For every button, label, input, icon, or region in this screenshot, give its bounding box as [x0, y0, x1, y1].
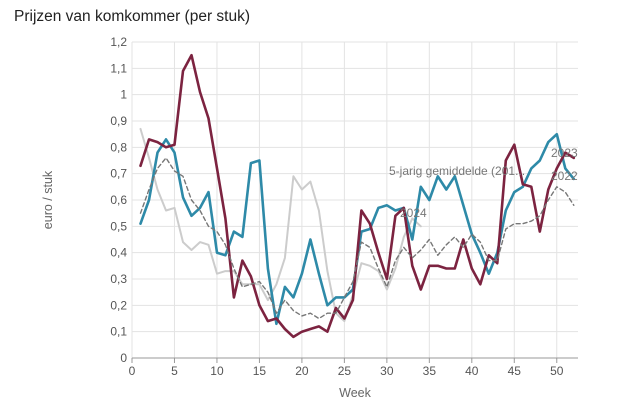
- series-label: 5-jarig gemiddelde (201...: [389, 164, 525, 178]
- axes: [131, 357, 578, 363]
- x-tick-label: 5: [171, 364, 178, 378]
- x-tick-label: 0: [129, 364, 136, 378]
- series-line: [139, 132, 576, 326]
- series-lines: [139, 53, 576, 339]
- y-tick-label: 1: [120, 88, 127, 102]
- y-tick-labels: 0 0,1 0,2 0,3 0,4 0,5 0,6 0,7 0,8 0,9 1 1,1 1,2: [110, 35, 127, 365]
- y-tick-label: 0,6: [110, 193, 127, 207]
- y-tick-label: 0,9: [110, 114, 127, 128]
- y-tick-label: 0,4: [110, 246, 127, 260]
- series-line: [139, 157, 575, 320]
- x-axis-label: Week: [339, 386, 371, 400]
- x-tick-label: 15: [253, 364, 267, 378]
- x-tick-label: 20: [295, 364, 309, 378]
- x-tick-label: 40: [465, 364, 479, 378]
- series-label: 2022: [551, 169, 578, 183]
- chart-title: Prijzen van komkommer (per stuk): [14, 8, 251, 25]
- y-tick-label: 1,2: [110, 35, 127, 49]
- series-label: 2023: [551, 146, 578, 160]
- series-line: [139, 127, 422, 323]
- series-line: [139, 53, 576, 339]
- x-tick-label: 50: [550, 364, 564, 378]
- x-tick-label: 35: [423, 364, 437, 378]
- y-tick-label: 0: [120, 351, 127, 365]
- x-tick-labels: 0 5 10 15 20 25 30 35 40 45 50: [129, 364, 564, 378]
- x-tick-label: 10: [210, 364, 224, 378]
- y-tick-label: 0,8: [110, 140, 127, 154]
- y-tick-label: 0,5: [110, 219, 127, 233]
- x-tick-label: 45: [508, 364, 522, 378]
- x-tick-label: 30: [380, 364, 394, 378]
- y-axis-label: euro / stuk: [41, 170, 55, 229]
- y-tick-label: 1,1: [110, 61, 127, 75]
- y-tick-label: 0,3: [110, 272, 127, 286]
- series-labels: 2024 2022 2023 5-jarig gemiddelde (201...: [389, 146, 578, 220]
- y-tick-label: 0,1: [110, 325, 127, 339]
- y-tick-label: 0,2: [110, 298, 127, 312]
- y-tick-label: 0,7: [110, 167, 127, 181]
- x-tick-label: 25: [338, 364, 352, 378]
- series-label: 2024: [400, 206, 427, 220]
